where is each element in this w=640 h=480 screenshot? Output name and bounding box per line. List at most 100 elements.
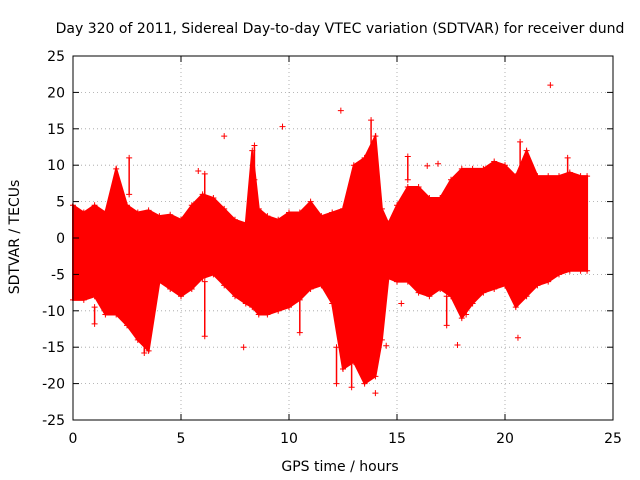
data-point <box>577 267 584 274</box>
data-point <box>584 267 591 274</box>
data-point <box>167 285 174 292</box>
data-point <box>361 154 368 161</box>
data-layer <box>70 82 591 397</box>
outlier-point <box>454 342 461 349</box>
data-point <box>264 213 271 220</box>
data-point <box>296 209 303 216</box>
outlier-point <box>195 168 202 175</box>
data-point <box>102 209 109 216</box>
data-point <box>318 282 325 289</box>
data-point <box>348 384 355 391</box>
data-point <box>333 344 340 351</box>
data-point <box>566 267 573 274</box>
data-point <box>443 322 450 329</box>
data-point <box>91 293 98 300</box>
data-point <box>255 311 262 318</box>
data-point <box>372 358 379 365</box>
data-point <box>340 366 346 373</box>
data-point <box>517 169 524 176</box>
data-point <box>156 213 163 220</box>
data-point <box>145 347 152 354</box>
x-tick-label: 0 <box>69 431 78 447</box>
data-point <box>556 173 562 180</box>
data-point <box>124 202 130 209</box>
data-point <box>126 154 133 161</box>
data-point <box>463 311 470 318</box>
data-point <box>91 304 98 311</box>
data-point <box>286 209 292 216</box>
data-point <box>113 311 120 318</box>
data-point <box>255 205 262 212</box>
data-point <box>385 220 392 227</box>
data-point <box>404 176 411 183</box>
data-point <box>113 165 120 172</box>
x-tick-label: 5 <box>177 431 186 447</box>
y-tick-label: -20 <box>42 377 65 393</box>
data-point <box>385 275 392 282</box>
data-point <box>242 220 249 227</box>
data-point <box>199 275 206 282</box>
data-point <box>249 304 256 311</box>
data-point <box>426 293 433 300</box>
data-point <box>372 133 379 140</box>
x-tick-label: 15 <box>388 431 406 447</box>
data-point <box>156 278 163 285</box>
data-point <box>178 216 184 223</box>
data-point <box>584 173 591 180</box>
outlier-point <box>249 205 256 212</box>
outlier-point <box>435 160 442 167</box>
y-tick-label: -5 <box>51 267 65 283</box>
data-point <box>210 271 217 278</box>
y-tick-label: 20 <box>47 85 65 101</box>
data-point <box>221 205 228 212</box>
y-tick-label: 0 <box>56 231 65 247</box>
data-point <box>134 209 141 216</box>
chart-title: Day 320 of 2011, Sidereal Day-to-day VTE… <box>56 21 625 37</box>
data-point <box>141 322 148 329</box>
data-point <box>372 322 379 329</box>
data-point <box>296 293 303 300</box>
data-point <box>404 278 411 285</box>
data-point <box>232 216 238 223</box>
data-point <box>329 300 336 307</box>
data-point <box>534 173 541 180</box>
data-point <box>415 289 422 296</box>
y-tick-label: -15 <box>42 340 65 356</box>
data-point <box>448 176 454 183</box>
y-tick-label: -25 <box>42 413 65 429</box>
data-point <box>232 293 238 300</box>
y-axis-label: SDTVAR / TECUs <box>7 180 23 295</box>
data-point <box>404 153 411 160</box>
data-point <box>443 293 450 300</box>
x-axis-label: GPS time / hours <box>281 459 398 475</box>
outlier-point <box>424 162 431 169</box>
outlier-point <box>398 300 405 307</box>
data-point <box>275 307 282 314</box>
data-point <box>167 211 174 218</box>
data-point <box>577 173 584 180</box>
data-point <box>80 209 87 216</box>
y-tick-label: 10 <box>47 158 65 174</box>
data-point <box>469 300 476 307</box>
data-point <box>80 296 87 303</box>
data-point <box>210 194 217 201</box>
data-point <box>333 380 340 387</box>
data-point <box>251 142 258 149</box>
data-point <box>201 278 208 285</box>
outlier-point <box>337 107 344 114</box>
data-point <box>188 202 195 209</box>
data-point <box>415 184 422 191</box>
outlier-point <box>240 344 247 351</box>
data-point <box>502 162 508 169</box>
data-point <box>368 117 375 124</box>
outlier-point <box>372 390 379 397</box>
data-point <box>251 176 258 183</box>
x-tick-label: 20 <box>496 431 514 447</box>
data-point <box>221 282 228 289</box>
data-point <box>318 213 325 220</box>
data-point <box>340 205 346 212</box>
data-point <box>329 209 336 216</box>
outlier-point <box>514 334 521 341</box>
data-point <box>512 173 519 180</box>
